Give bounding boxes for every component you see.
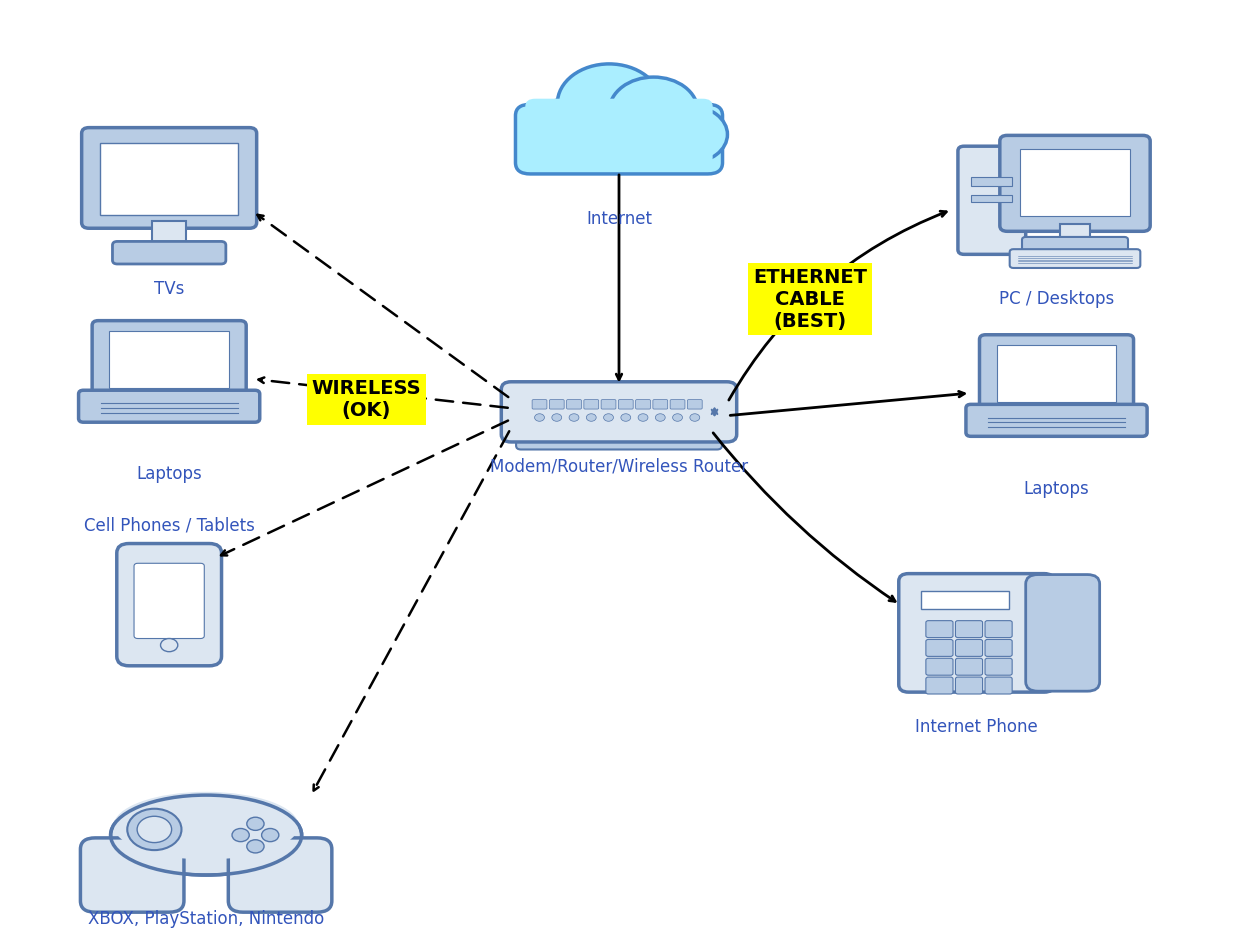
FancyBboxPatch shape — [515, 104, 723, 174]
FancyBboxPatch shape — [516, 427, 722, 449]
Circle shape — [530, 97, 614, 162]
FancyBboxPatch shape — [899, 573, 1054, 692]
Circle shape — [587, 413, 597, 421]
FancyBboxPatch shape — [584, 399, 599, 409]
Circle shape — [672, 413, 682, 421]
FancyBboxPatch shape — [985, 621, 1013, 638]
FancyBboxPatch shape — [956, 658, 983, 675]
FancyBboxPatch shape — [109, 331, 229, 389]
FancyBboxPatch shape — [532, 399, 547, 409]
FancyBboxPatch shape — [958, 147, 1026, 254]
Text: Internet Phone: Internet Phone — [915, 717, 1037, 736]
FancyBboxPatch shape — [152, 220, 187, 249]
FancyBboxPatch shape — [985, 639, 1013, 657]
FancyBboxPatch shape — [78, 391, 260, 422]
Circle shape — [604, 413, 614, 421]
FancyBboxPatch shape — [100, 143, 238, 215]
Text: Modem/Router/Wireless Router: Modem/Router/Wireless Router — [490, 457, 748, 475]
Text: Internet: Internet — [586, 210, 652, 228]
FancyBboxPatch shape — [1010, 249, 1140, 268]
FancyBboxPatch shape — [635, 399, 650, 409]
FancyBboxPatch shape — [966, 404, 1148, 436]
Circle shape — [246, 817, 264, 831]
Circle shape — [569, 413, 579, 421]
FancyBboxPatch shape — [956, 639, 983, 657]
FancyBboxPatch shape — [1026, 574, 1099, 692]
FancyBboxPatch shape — [956, 677, 983, 694]
FancyBboxPatch shape — [926, 639, 953, 657]
FancyBboxPatch shape — [550, 399, 565, 409]
Circle shape — [609, 77, 698, 145]
FancyBboxPatch shape — [82, 128, 256, 228]
FancyBboxPatch shape — [972, 177, 1013, 186]
Text: PC / Desktops: PC / Desktops — [999, 289, 1114, 307]
FancyBboxPatch shape — [972, 195, 1013, 202]
FancyBboxPatch shape — [926, 677, 953, 694]
Circle shape — [638, 413, 647, 421]
FancyBboxPatch shape — [134, 563, 204, 639]
FancyBboxPatch shape — [228, 838, 332, 912]
FancyBboxPatch shape — [1023, 236, 1128, 254]
FancyBboxPatch shape — [956, 621, 983, 638]
FancyBboxPatch shape — [687, 399, 702, 409]
Text: WIRELESS
(OK): WIRELESS (OK) — [312, 379, 421, 420]
Text: Cell Phones / Tablets: Cell Phones / Tablets — [84, 517, 255, 534]
FancyBboxPatch shape — [985, 658, 1013, 675]
Circle shape — [690, 413, 699, 421]
FancyBboxPatch shape — [602, 399, 617, 409]
Ellipse shape — [110, 795, 302, 875]
FancyBboxPatch shape — [921, 590, 1009, 609]
FancyBboxPatch shape — [979, 335, 1134, 414]
FancyBboxPatch shape — [501, 382, 737, 442]
FancyBboxPatch shape — [652, 399, 667, 409]
FancyBboxPatch shape — [113, 241, 225, 264]
Circle shape — [655, 413, 665, 421]
Circle shape — [137, 816, 172, 843]
Circle shape — [557, 64, 661, 143]
Circle shape — [232, 829, 249, 842]
FancyBboxPatch shape — [997, 345, 1117, 402]
Circle shape — [246, 840, 264, 853]
Circle shape — [161, 639, 178, 652]
FancyBboxPatch shape — [926, 658, 953, 675]
FancyBboxPatch shape — [1000, 135, 1150, 232]
Circle shape — [620, 413, 630, 421]
FancyBboxPatch shape — [619, 399, 633, 409]
Ellipse shape — [114, 792, 298, 860]
Circle shape — [535, 413, 545, 421]
FancyBboxPatch shape — [985, 677, 1013, 694]
Text: Laptops: Laptops — [136, 465, 202, 483]
Circle shape — [128, 809, 182, 850]
FancyBboxPatch shape — [116, 544, 222, 666]
FancyBboxPatch shape — [926, 621, 953, 638]
FancyBboxPatch shape — [1020, 149, 1130, 217]
Text: Laptops: Laptops — [1024, 480, 1089, 498]
Text: TVs: TVs — [154, 280, 184, 298]
FancyBboxPatch shape — [1060, 224, 1089, 242]
FancyBboxPatch shape — [670, 399, 685, 409]
FancyBboxPatch shape — [92, 321, 246, 400]
Text: XBOX, PlayStation, Nintendo: XBOX, PlayStation, Nintendo — [88, 910, 324, 928]
Circle shape — [552, 413, 562, 421]
Circle shape — [654, 106, 728, 163]
Circle shape — [261, 829, 279, 842]
FancyBboxPatch shape — [567, 399, 582, 409]
FancyBboxPatch shape — [525, 98, 713, 166]
FancyBboxPatch shape — [80, 838, 184, 912]
Text: ETHERNET
CABLE
(BEST): ETHERNET CABLE (BEST) — [753, 268, 867, 330]
